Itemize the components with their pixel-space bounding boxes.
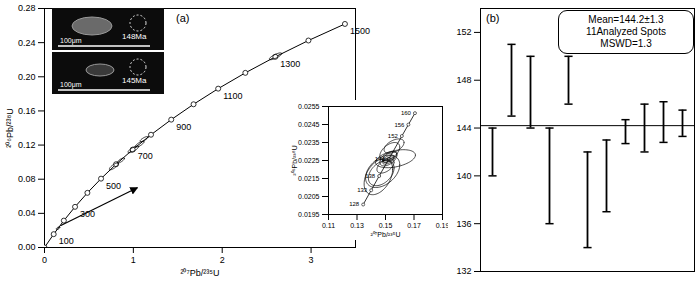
- svg-text:132: 132: [456, 266, 471, 276]
- html-text:(b): (b): [486, 12, 500, 24]
- svg-text:1100: 1100: [223, 91, 242, 101]
- svg-text:0.0225: 0.0225: [298, 157, 320, 164]
- svg-text:0: 0: [42, 255, 47, 265]
- svg-text:0.11: 0.11: [322, 222, 335, 229]
- svg-text:133: 133: [357, 187, 368, 193]
- svg-text:0.0255: 0.0255: [298, 103, 320, 110]
- svg-text:152: 152: [456, 27, 471, 37]
- svg-text:0.13: 0.13: [350, 222, 364, 229]
- svg-text:152: 152: [388, 133, 399, 139]
- svg-text:0.15: 0.15: [379, 222, 393, 229]
- svg-text:156: 156: [394, 122, 405, 128]
- html-text:Mean=144.2±1.3: Mean=144.2±1.3: [588, 14, 664, 25]
- svg-text:1300: 1300: [280, 59, 300, 69]
- svg-text:100: 100: [59, 236, 74, 246]
- svg-text:0.0235: 0.0235: [298, 139, 320, 146]
- svg-text:²⁰⁶Pb/²³⁸U: ²⁰⁶Pb/²³⁸U: [5, 108, 15, 148]
- html-text:MSWD=1.3: MSWD=1.3: [600, 38, 652, 49]
- svg-text:²⁰⁶Pb/²³⁸U: ²⁰⁶Pb/²³⁸U: [291, 145, 298, 175]
- svg-text:148: 148: [456, 75, 471, 85]
- svg-text:1500: 1500: [350, 26, 370, 36]
- svg-text:300: 300: [80, 209, 95, 219]
- svg-text:0.20: 0.20: [18, 72, 36, 82]
- svg-text:100μm: 100μm: [60, 81, 82, 89]
- svg-text:(a): (a): [176, 12, 189, 24]
- svg-text:900: 900: [176, 122, 191, 132]
- svg-text:700: 700: [138, 151, 153, 161]
- svg-text:0.04: 0.04: [18, 208, 36, 218]
- svg-text:144: 144: [456, 123, 471, 133]
- svg-text:100μm: 100μm: [60, 37, 82, 45]
- svg-text:136: 136: [456, 219, 471, 229]
- svg-text:0.17: 0.17: [407, 222, 421, 229]
- svg-text:0.16: 0.16: [18, 106, 36, 116]
- svg-text:²⁰⁷Pb/²³⁵U: ²⁰⁷Pb/²³⁵U: [181, 268, 220, 278]
- svg-text:138: 138: [365, 172, 376, 179]
- svg-text:140: 140: [456, 171, 471, 181]
- svg-text:0.12: 0.12: [18, 140, 36, 150]
- svg-text:160: 160: [401, 110, 412, 116]
- svg-text:0.24: 0.24: [18, 38, 36, 48]
- svg-text:0.00: 0.00: [18, 242, 36, 252]
- svg-text:500: 500: [106, 181, 121, 191]
- svg-text:2: 2: [220, 255, 225, 265]
- svg-text:0.08: 0.08: [18, 174, 36, 184]
- svg-text:0.0245: 0.0245: [298, 121, 320, 128]
- html-text:11Analyzed Spots: 11Analyzed Spots: [586, 26, 666, 37]
- svg-text:²⁰⁷Pb/²³⁵U: ²⁰⁷Pb/²³⁵U: [371, 231, 401, 238]
- svg-text:1: 1: [131, 255, 136, 265]
- svg-text:0.0195: 0.0195: [298, 211, 320, 218]
- svg-text:148Ma: 148Ma: [122, 32, 147, 41]
- svg-text:0.0205: 0.0205: [298, 193, 320, 200]
- svg-text:0.0215: 0.0215: [298, 175, 320, 182]
- svg-text:3: 3: [309, 255, 314, 265]
- svg-text:128: 128: [349, 201, 360, 207]
- svg-text:145Ma: 145Ma: [122, 76, 147, 85]
- svg-text:0.19: 0.19: [436, 222, 448, 229]
- svg-text:0.28: 0.28: [18, 3, 36, 13]
